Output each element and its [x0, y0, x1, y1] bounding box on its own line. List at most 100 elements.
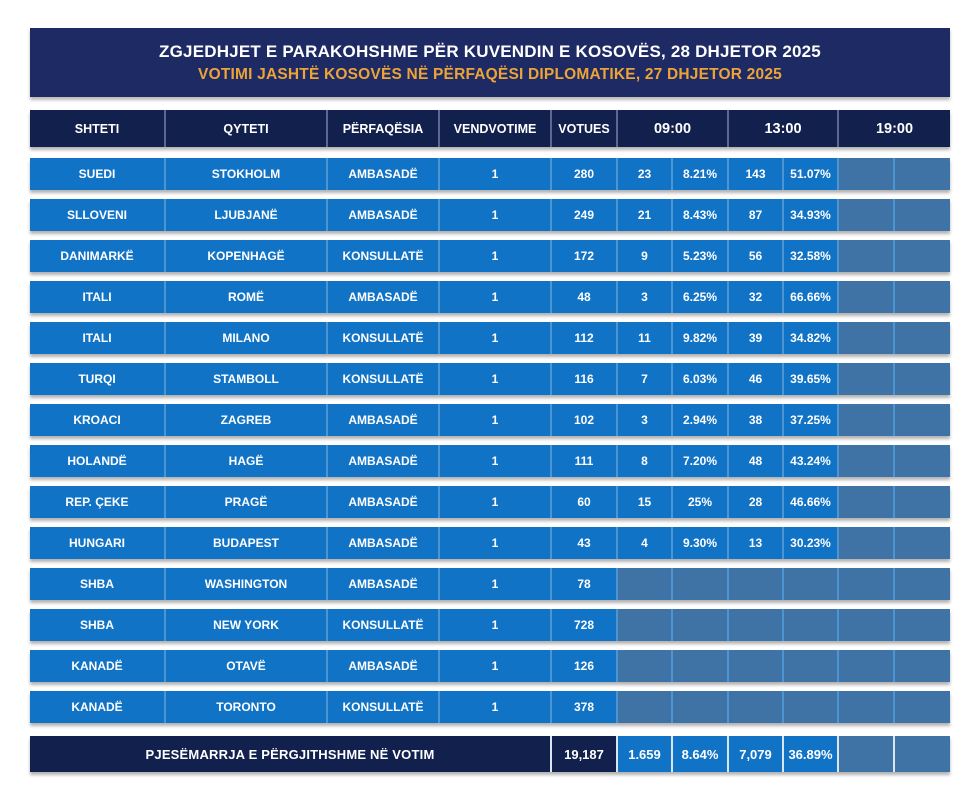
cell-perfaqesia: AMBASADË	[328, 199, 438, 231]
cell-t19-count	[839, 199, 893, 231]
cell-vendvotime: 1	[440, 486, 550, 518]
cell-t09-count: 4	[618, 527, 671, 559]
cell-qyteti: ROMË	[166, 281, 326, 313]
cell-t13-count	[729, 568, 782, 600]
column-header-vendvotime: VENDVOTIME	[440, 110, 550, 147]
table-row: KROACI ZAGREB AMBASADË 1 102 3 2.94% 38 37.25%	[30, 404, 950, 436]
cell-t09-percent	[673, 691, 727, 723]
cell-votues: 60	[552, 486, 616, 518]
cell-t09-count: 23	[618, 158, 671, 190]
cell-t13-percent: 37.25%	[784, 404, 837, 436]
cell-shteti: ITALI	[30, 281, 164, 313]
table-row: TURQI STAMBOLL KONSULLATË 1 116 7 6.03% 46 39.65…	[30, 363, 950, 395]
cell-qyteti: STOKHOLM	[166, 158, 326, 190]
cell-perfaqesia: AMBASADË	[328, 158, 438, 190]
cell-perfaqesia: AMBASADË	[328, 650, 438, 682]
cell-t09-percent: 9.82%	[673, 322, 727, 354]
cell-t09-count	[618, 568, 671, 600]
column-header-1900: 19:00	[839, 110, 950, 147]
cell-perfaqesia: KONSULLATË	[328, 240, 438, 272]
cell-qyteti: KOPENHAGË	[166, 240, 326, 272]
table-row: KANADË TORONTO KONSULLATË 1 378	[30, 691, 950, 723]
cell-vendvotime: 1	[440, 650, 550, 682]
footer-0900-percent: 8.64%	[673, 736, 727, 772]
page-subtitle: VOTIMI JASHTË KOSOVËS NË PËRFAQËSI DIPLO…	[198, 65, 782, 83]
title-banner: ZGJEDHJET E PARAKOHSHME PËR KUVENDIN E K…	[30, 28, 950, 97]
cell-t19-count	[839, 158, 893, 190]
footer-1900-count	[839, 736, 893, 772]
footer-0900-count: 1.659	[618, 736, 671, 772]
footer-total-votues: 19,187	[552, 736, 616, 772]
cell-qyteti: MILANO	[166, 322, 326, 354]
cell-perfaqesia: KONSULLATË	[328, 322, 438, 354]
cell-t13-count: 56	[729, 240, 782, 272]
cell-t09-count: 9	[618, 240, 671, 272]
cell-perfaqesia: AMBASADË	[328, 568, 438, 600]
cell-shteti: HOLANDË	[30, 445, 164, 477]
cell-t13-count: 39	[729, 322, 782, 354]
cell-t13-count: 87	[729, 199, 782, 231]
cell-t19-percent	[895, 199, 950, 231]
cell-t19-count	[839, 322, 893, 354]
cell-t09-percent: 2.94%	[673, 404, 727, 436]
cell-votues: 172	[552, 240, 616, 272]
cell-t13-count: 13	[729, 527, 782, 559]
cell-perfaqesia: AMBASADË	[328, 404, 438, 436]
cell-t19-count	[839, 527, 893, 559]
cell-qyteti: OTAVË	[166, 650, 326, 682]
column-header-0900: 09:00	[618, 110, 727, 147]
cell-vendvotime: 1	[440, 609, 550, 641]
cell-t19-count	[839, 609, 893, 641]
cell-shteti: DANIMARKË	[30, 240, 164, 272]
cell-t19-count	[839, 363, 893, 395]
cell-t13-percent: 51.07%	[784, 158, 837, 190]
column-header-shteti: SHTETI	[30, 110, 164, 147]
cell-t09-percent	[673, 650, 727, 682]
cell-vendvotime: 1	[440, 322, 550, 354]
cell-vendvotime: 1	[440, 363, 550, 395]
cell-t09-percent: 25%	[673, 486, 727, 518]
cell-qyteti: ZAGREB	[166, 404, 326, 436]
table-row: SHBA WASHINGTON AMBASADË 1 78	[30, 568, 950, 600]
cell-t09-count: 11	[618, 322, 671, 354]
cell-t09-percent	[673, 568, 727, 600]
cell-qyteti: WASHINGTON	[166, 568, 326, 600]
cell-t19-count	[839, 486, 893, 518]
cell-t09-count: 3	[618, 404, 671, 436]
cell-vendvotime: 1	[440, 445, 550, 477]
cell-t19-count	[839, 281, 893, 313]
cell-t09-count: 21	[618, 199, 671, 231]
cell-t19-count	[839, 650, 893, 682]
cell-shteti: SUEDI	[30, 158, 164, 190]
cell-qyteti: HAGË	[166, 445, 326, 477]
cell-shteti: SHBA	[30, 568, 164, 600]
cell-qyteti: LJUBJANË	[166, 199, 326, 231]
cell-vendvotime: 1	[440, 527, 550, 559]
column-header-perfaqesia: PËRFAQËSIA	[328, 110, 438, 147]
cell-t13-count: 32	[729, 281, 782, 313]
cell-vendvotime: 1	[440, 240, 550, 272]
cell-shteti: ITALI	[30, 322, 164, 354]
cell-votues: 280	[552, 158, 616, 190]
cell-qyteti: PRAGË	[166, 486, 326, 518]
cell-t13-percent	[784, 691, 837, 723]
table-row: ITALI ROMË AMBASADË 1 48 3 6.25% 32 66.66%	[30, 281, 950, 313]
cell-t19-percent	[895, 527, 950, 559]
cell-t13-percent: 32.58%	[784, 240, 837, 272]
cell-t13-count	[729, 609, 782, 641]
cell-votues: 126	[552, 650, 616, 682]
cell-t19-percent	[895, 281, 950, 313]
column-header-1300: 13:00	[729, 110, 837, 147]
cell-t19-count	[839, 568, 893, 600]
cell-qyteti: NEW YORK	[166, 609, 326, 641]
cell-votues: 78	[552, 568, 616, 600]
cell-shteti: KANADË	[30, 691, 164, 723]
footer-total-label: PJESËMARRJA E PËRGJITHSHME NË VOTIM	[30, 736, 550, 772]
cell-vendvotime: 1	[440, 281, 550, 313]
cell-shteti: HUNGARI	[30, 527, 164, 559]
cell-votues: 728	[552, 609, 616, 641]
cell-t13-percent: 30.23%	[784, 527, 837, 559]
cell-shteti: KANADË	[30, 650, 164, 682]
cell-t13-percent: 39.65%	[784, 363, 837, 395]
cell-vendvotime: 1	[440, 568, 550, 600]
